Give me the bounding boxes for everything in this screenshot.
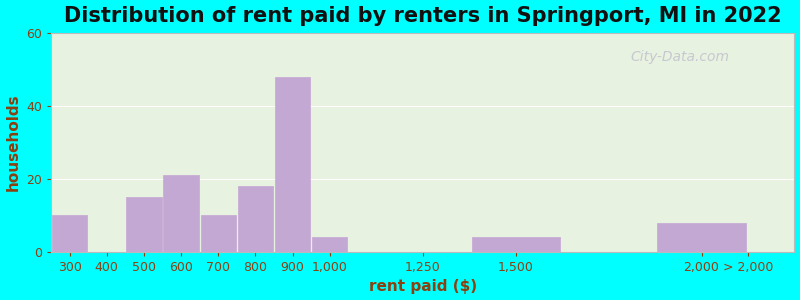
Bar — [163, 175, 198, 252]
Title: Distribution of rent paid by renters in Springport, MI in 2022: Distribution of rent paid by renters in … — [64, 6, 782, 26]
Bar — [658, 223, 746, 252]
X-axis label: rent paid ($): rent paid ($) — [369, 279, 477, 294]
Bar — [238, 186, 273, 252]
Y-axis label: households: households — [6, 94, 21, 191]
Bar — [312, 237, 347, 252]
Bar — [471, 237, 560, 252]
Text: City-Data.com: City-Data.com — [631, 50, 730, 64]
Bar — [275, 76, 310, 252]
Bar — [126, 197, 162, 252]
Bar — [52, 215, 87, 252]
Bar — [201, 215, 236, 252]
